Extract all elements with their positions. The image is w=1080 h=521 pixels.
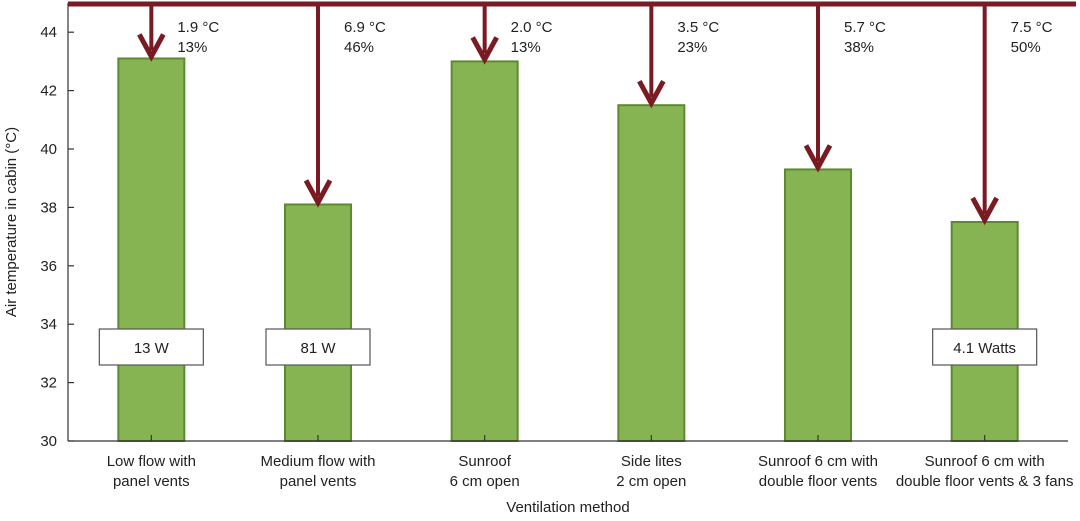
arrow-head-5 — [803, 144, 833, 173]
arrow-head-4 — [637, 80, 666, 109]
bar-4 — [617, 104, 686, 442]
arrow-head-6 — [970, 196, 999, 226]
x-tick-label-2-line-1: Medium flow with — [260, 453, 375, 470]
reduction-percent-label-5: 38% — [844, 39, 874, 56]
x-tick-label-4-line-2: 2 cm open — [616, 473, 686, 490]
reduction-temp-label-3: 2.0 °C — [511, 19, 553, 36]
x-tick-label-6-line-1: Sunroof 6 cm with — [925, 453, 1045, 470]
reduction-percent-label-6: 50% — [1011, 39, 1041, 56]
reduction-percent-label-1: 13% — [177, 39, 207, 56]
y-axis-title: Air temperature in cabin (°C) — [3, 127, 20, 317]
y-tick-label-40: 40 — [40, 141, 57, 158]
y-tick-label-44: 44 — [40, 24, 57, 41]
power-label-6: 4.1 Watts — [953, 340, 1016, 357]
x-tick-label-1-line-1: Low flow with — [107, 453, 196, 470]
power-label-box-2 — [265, 328, 371, 366]
reduction-temp-label-2: 6.9 °C — [344, 19, 386, 36]
y-tick-label-32: 32 — [40, 375, 57, 392]
power-label-1: 13 W — [134, 340, 170, 357]
bar-5 — [784, 168, 852, 442]
reduction-percent-label-3: 13% — [511, 39, 541, 56]
x-tick-label-5-line-1: Sunroof 6 cm with — [758, 453, 878, 470]
x-tick-label-6-line-2: double floor vents & 3 fans — [896, 473, 1074, 490]
bar-1 — [117, 57, 186, 442]
y-tick-label-38: 38 — [40, 199, 57, 216]
reduction-percent-label-2: 46% — [344, 39, 374, 56]
reduction-percent-label-4: 23% — [677, 39, 707, 56]
y-tick-label-30: 30 — [40, 433, 57, 450]
reduction-temp-label-4: 3.5 °C — [677, 19, 719, 36]
arrow-head-3 — [470, 36, 499, 65]
x-tick-label-2-line-2: panel vents — [280, 473, 357, 490]
reduction-temp-label-6: 7.5 °C — [1011, 19, 1053, 36]
y-tick-label-34: 34 — [40, 316, 57, 333]
reduction-temp-label-1: 1.9 °C — [177, 19, 219, 36]
bar-2 — [284, 203, 352, 442]
y-tick-label-42: 42 — [40, 83, 57, 100]
bar-3 — [450, 60, 519, 443]
power-label-box-6 — [932, 328, 1038, 366]
power-label-box-1 — [98, 328, 204, 366]
power-label-2: 81 W — [300, 340, 336, 357]
reduction-temp-label-5: 5.7 °C — [844, 19, 886, 36]
arrow-head-1 — [137, 33, 166, 62]
x-axis-title: Ventilation method — [506, 499, 629, 516]
x-tick-label-3-line-1: Sunroof — [458, 453, 511, 470]
x-tick-label-1-line-2: panel vents — [113, 473, 190, 490]
x-tick-label-3-line-2: 6 cm open — [450, 473, 520, 490]
y-tick-label-36: 36 — [40, 258, 57, 275]
arrow-head-2 — [303, 179, 333, 208]
x-tick-label-5-line-2: double floor vents — [759, 473, 877, 490]
x-tick-label-4-line-1: Side lites — [621, 453, 682, 470]
